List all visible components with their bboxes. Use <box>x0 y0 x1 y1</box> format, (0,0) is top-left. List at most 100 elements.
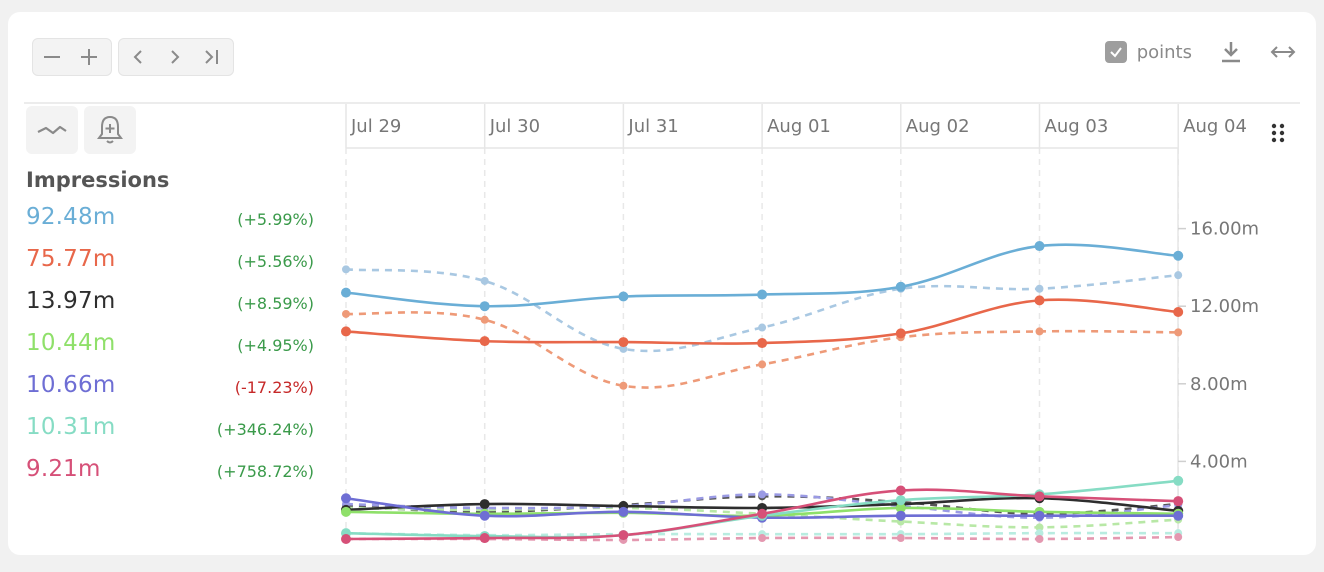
x-tick-label: Jul 29 <box>350 116 401 137</box>
data-point <box>619 381 628 390</box>
legend-value: 13.97m <box>26 288 116 314</box>
trend-button[interactable] <box>26 106 78 154</box>
legend-change: (+8.59%) <box>237 294 314 313</box>
data-point <box>1034 295 1045 306</box>
data-point <box>757 289 768 300</box>
data-point <box>895 485 906 496</box>
data-point <box>479 336 490 347</box>
x-tick-label: Aug 02 <box>906 116 970 137</box>
data-point <box>895 502 906 513</box>
legend-change: (+5.99%) <box>237 210 314 229</box>
expand-button[interactable] <box>1270 44 1296 60</box>
skip-to-end-icon <box>204 50 218 64</box>
legend-item[interactable]: 75.77m (+5.56%) <box>26 242 314 282</box>
data-point <box>618 530 629 541</box>
download-button[interactable] <box>1220 40 1242 64</box>
x-tick-label: Aug 04 <box>1183 116 1247 137</box>
grid <box>345 104 1179 540</box>
data-point <box>1034 491 1045 502</box>
points-label: points <box>1136 41 1192 63</box>
y-tick-label: 8.00m <box>1190 374 1248 395</box>
legend-item[interactable]: 92.48m (+5.99%) <box>26 200 314 240</box>
data-point <box>1035 535 1044 543</box>
data-point <box>479 510 490 521</box>
data-point <box>757 508 768 519</box>
previous-button[interactable] <box>119 39 156 75</box>
zoom-in-button[interactable] <box>70 39 107 75</box>
legend-item[interactable]: 10.31m (+346.24%) <box>26 410 314 450</box>
chevron-right-icon <box>170 50 179 64</box>
legend-item[interactable]: 10.44m (+4.95%) <box>26 326 314 366</box>
data-point <box>1173 250 1184 261</box>
legend-change: (+5.56%) <box>237 252 314 271</box>
legend-change: (-17.23%) <box>234 378 314 397</box>
data-point <box>758 323 767 332</box>
legend-value: 92.48m <box>26 204 116 230</box>
data-point <box>1173 510 1184 521</box>
data-point <box>1174 533 1183 542</box>
data-point <box>618 506 629 517</box>
data-point <box>1035 529 1044 538</box>
data-point <box>1035 327 1044 336</box>
points-checkbox[interactable] <box>1104 41 1127 63</box>
data-point <box>341 326 351 337</box>
data-point <box>480 276 489 285</box>
x-tick-label: Jul 31 <box>627 116 678 137</box>
add-alert-button[interactable] <box>84 106 136 154</box>
data-point <box>342 265 350 274</box>
chart-card: points Impressions 92.48m (+5.99%) 75.77m (… <box>8 12 1316 555</box>
data-point <box>1173 475 1184 486</box>
legend-item[interactable]: 13.97m (+8.59%) <box>26 284 314 324</box>
plus-icon <box>80 49 97 65</box>
data-point <box>619 344 628 353</box>
checkmark-icon <box>1109 47 1122 58</box>
data-point <box>1034 510 1045 521</box>
line-chart: Jul 29 Jul 30 Jul 31 Aug 01 Aug 02 Aug 03 Aug … <box>341 104 1259 544</box>
legend-change: (+4.95%) <box>237 336 314 355</box>
legend-value: 9.21m <box>26 456 101 482</box>
data-point <box>895 281 906 292</box>
data-point <box>479 533 490 544</box>
series-points <box>341 241 1184 544</box>
data-point <box>896 534 905 543</box>
data-point <box>341 493 351 504</box>
data-point <box>341 287 351 298</box>
next-button[interactable] <box>156 39 193 75</box>
trend-line-icon <box>37 125 67 135</box>
x-tick-label: Aug 03 <box>1045 116 1109 137</box>
data-point <box>1035 284 1044 293</box>
data-point <box>1173 496 1184 507</box>
data-point <box>341 506 351 517</box>
data-point <box>341 534 351 544</box>
minus-icon <box>43 56 60 58</box>
data-point <box>342 309 350 318</box>
top-right-controls: points <box>1104 38 1296 66</box>
legend-value: 10.31m <box>26 414 116 440</box>
legend-item[interactable]: 9.21m (+758.72%) <box>26 452 314 492</box>
y-tick-label: 12.00m <box>1190 296 1259 317</box>
data-point <box>479 499 490 510</box>
skip-to-end-button[interactable] <box>193 39 230 75</box>
data-point <box>895 495 906 506</box>
data-point <box>1173 307 1184 318</box>
toolbar-divider <box>24 102 1300 104</box>
navigation-controls <box>118 38 234 76</box>
data-point <box>757 338 768 349</box>
x-axis: Jul 29 Jul 30 Jul 31 Aug 01 Aug 02 Aug 03 Aug … <box>350 116 1247 137</box>
y-tick-label: 4.00m <box>1190 451 1248 472</box>
legend-item[interactable]: 10.66m (-17.23%) <box>26 368 314 408</box>
zoom-controls <box>32 38 112 76</box>
legend-change: (+346.24%) <box>216 420 314 439</box>
chevron-left-icon <box>133 50 142 64</box>
zoom-out-button[interactable] <box>33 39 70 75</box>
legend-title: Impressions <box>26 168 170 192</box>
y-axis: 4.00m 8.00m 12.00m 16.00m <box>1178 219 1259 472</box>
data-point <box>618 291 629 302</box>
data-point <box>758 490 767 499</box>
bell-plus-icon <box>97 115 123 144</box>
drag-handle-icon[interactable] <box>1270 122 1288 144</box>
data-point <box>480 315 489 324</box>
data-point <box>895 328 906 339</box>
data-point <box>1174 328 1183 337</box>
data-point <box>758 360 767 369</box>
